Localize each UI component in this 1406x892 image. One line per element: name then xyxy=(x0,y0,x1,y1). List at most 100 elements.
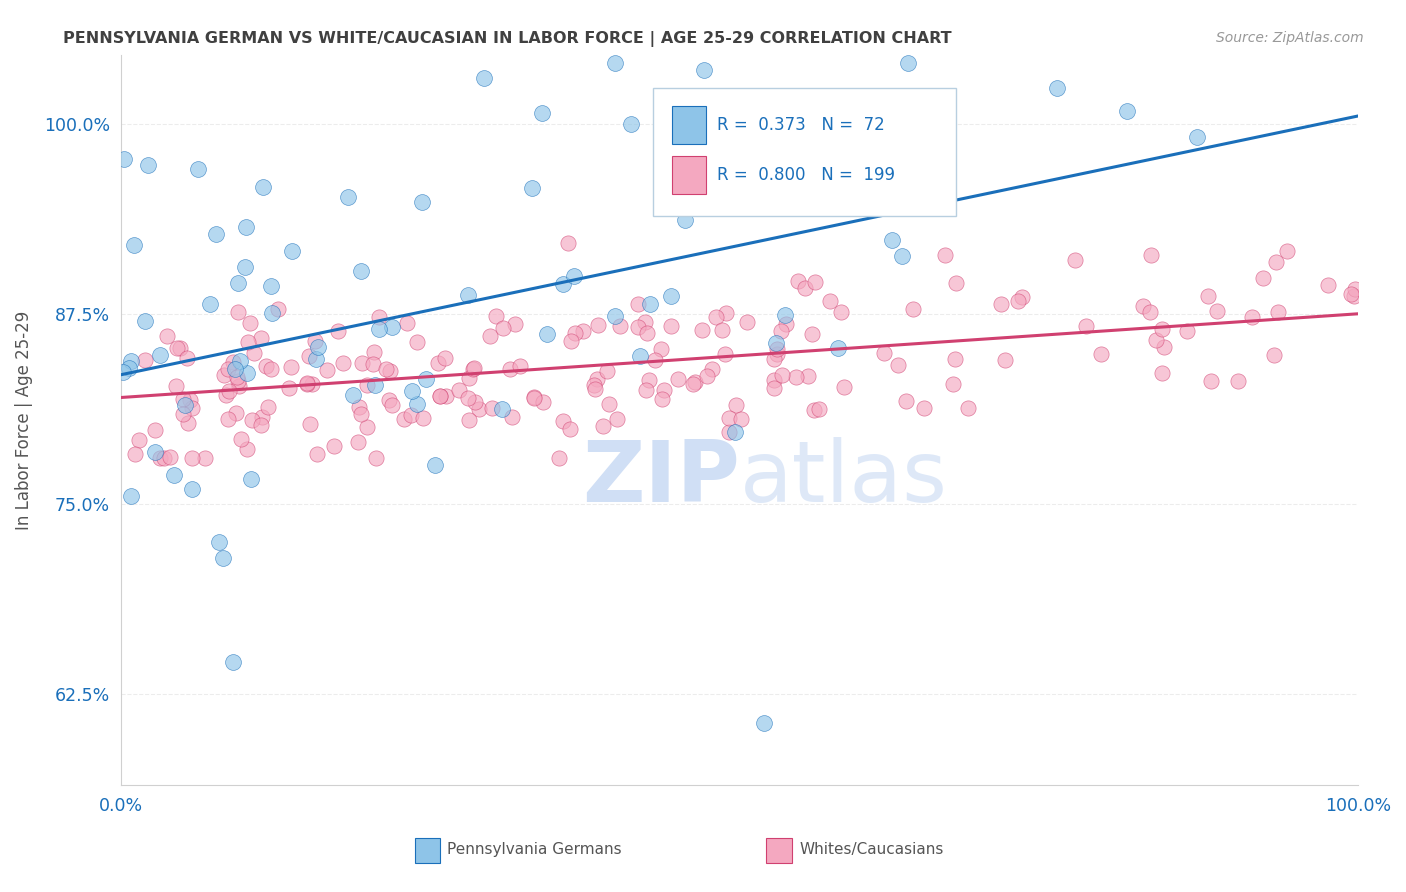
Point xyxy=(212,368,235,383)
Point xyxy=(226,374,249,388)
Point xyxy=(766,346,789,360)
Point xyxy=(305,447,328,461)
Point xyxy=(1046,80,1069,95)
Point xyxy=(149,451,172,466)
Point xyxy=(136,158,159,172)
Point xyxy=(301,376,323,391)
Point xyxy=(509,359,531,374)
Point xyxy=(347,400,370,414)
Point xyxy=(128,433,150,447)
Text: PENNSYLVANIA GERMAN VS WHITE/CAUCASIAN IN LABOR FORCE | AGE 25-29 CORRELATION CH: PENNSYLVANIA GERMAN VS WHITE/CAUCASIAN I… xyxy=(63,31,952,47)
Text: Whites/Caucasians: Whites/Caucasians xyxy=(800,842,943,856)
Point xyxy=(702,362,724,376)
Point xyxy=(485,310,508,324)
Point xyxy=(217,411,239,425)
Point xyxy=(627,297,650,311)
Point xyxy=(350,356,373,370)
Point xyxy=(730,412,752,426)
Point xyxy=(934,248,956,262)
Point xyxy=(337,190,360,204)
Point xyxy=(252,179,274,194)
Point xyxy=(666,372,689,386)
Point xyxy=(1146,333,1168,347)
Point xyxy=(637,373,659,387)
Point xyxy=(315,362,337,376)
Point xyxy=(588,318,610,332)
Point xyxy=(399,408,422,422)
Point xyxy=(378,392,401,407)
Text: ZIP: ZIP xyxy=(582,437,740,520)
Point xyxy=(381,398,404,412)
Point xyxy=(1185,130,1208,145)
Point xyxy=(208,535,231,549)
Point xyxy=(640,297,662,311)
Point xyxy=(1317,278,1340,293)
Text: Pennsylvania Germans: Pennsylvania Germans xyxy=(447,842,621,856)
Point xyxy=(650,342,672,356)
Point xyxy=(464,395,486,409)
Point xyxy=(804,275,827,289)
Point xyxy=(415,371,437,385)
Point xyxy=(118,361,141,376)
Point xyxy=(323,439,346,453)
Point xyxy=(803,403,825,417)
Point xyxy=(281,244,304,259)
Point xyxy=(305,352,328,367)
Point xyxy=(1177,324,1199,338)
Point xyxy=(406,335,429,350)
Point xyxy=(172,392,194,406)
Point xyxy=(163,468,186,483)
Point xyxy=(1150,366,1173,380)
Point xyxy=(1265,254,1288,268)
Point xyxy=(380,363,402,377)
Point xyxy=(770,153,793,167)
Point xyxy=(304,334,326,348)
Point xyxy=(226,276,249,290)
Text: R =  0.800   N =  199: R = 0.800 N = 199 xyxy=(717,166,896,184)
Point xyxy=(724,398,747,412)
Point xyxy=(536,327,558,342)
Point xyxy=(260,306,283,320)
Point xyxy=(194,451,217,466)
Point xyxy=(603,55,626,70)
Point xyxy=(620,117,643,131)
Point xyxy=(401,384,423,398)
Point xyxy=(1197,289,1219,303)
Point xyxy=(880,233,903,247)
Point xyxy=(827,341,849,355)
Point xyxy=(426,356,449,370)
Point xyxy=(503,317,526,331)
Point xyxy=(990,296,1012,310)
Point xyxy=(832,380,855,394)
Point xyxy=(328,324,350,338)
Point xyxy=(690,323,713,337)
Point xyxy=(498,361,520,376)
Point xyxy=(765,336,787,351)
Point xyxy=(395,316,418,330)
Point xyxy=(763,381,786,395)
Point xyxy=(520,181,543,195)
FancyBboxPatch shape xyxy=(652,88,956,216)
Point xyxy=(491,402,513,417)
Point xyxy=(683,376,706,390)
Point xyxy=(356,420,378,434)
Point xyxy=(143,444,166,458)
Point xyxy=(714,347,737,361)
Y-axis label: In Labor Force | Age 25-29: In Labor Force | Age 25-29 xyxy=(15,310,32,530)
Point xyxy=(1343,288,1365,302)
Point xyxy=(212,551,235,566)
Point xyxy=(637,326,659,341)
Point xyxy=(523,390,546,404)
Point xyxy=(350,264,373,278)
Point xyxy=(218,384,240,399)
Point xyxy=(785,370,807,384)
Point xyxy=(711,323,734,337)
Point xyxy=(737,315,759,329)
Point xyxy=(704,310,727,324)
Point xyxy=(256,400,278,414)
Point xyxy=(1344,282,1367,296)
Point xyxy=(651,392,673,406)
Point xyxy=(830,305,852,319)
Point xyxy=(560,334,582,349)
Point xyxy=(254,359,277,373)
